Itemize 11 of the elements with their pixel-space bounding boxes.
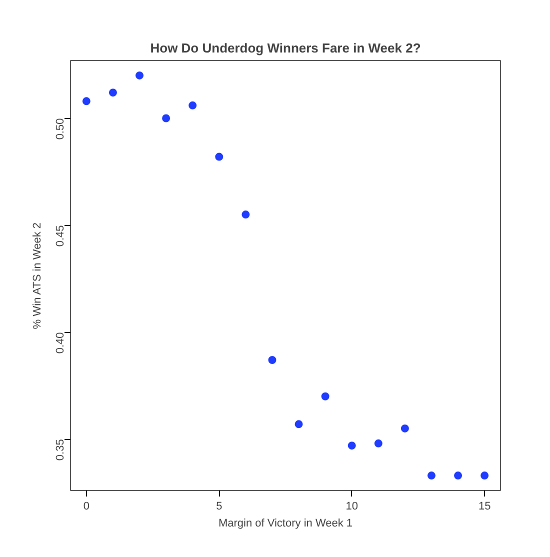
x-axis-title: Margin of Victory in Week 1 [218, 518, 353, 530]
y-tick-label: 0.35 [54, 439, 66, 461]
y-tick-label: 0.40 [54, 332, 66, 354]
y-axis-title: % Win ATS in Week 2 [32, 222, 44, 330]
y-tick-label: 0.50 [54, 118, 66, 140]
x-tick-label: 5 [216, 500, 222, 512]
x-tick-label: 10 [346, 500, 358, 512]
x-tick-label: 15 [478, 500, 491, 512]
chart-title: How Do Underdog Winners Fare in Week 2? [150, 40, 421, 56]
x-tick-label: 0 [83, 500, 90, 512]
y-tick-label: 0.45 [54, 225, 66, 247]
